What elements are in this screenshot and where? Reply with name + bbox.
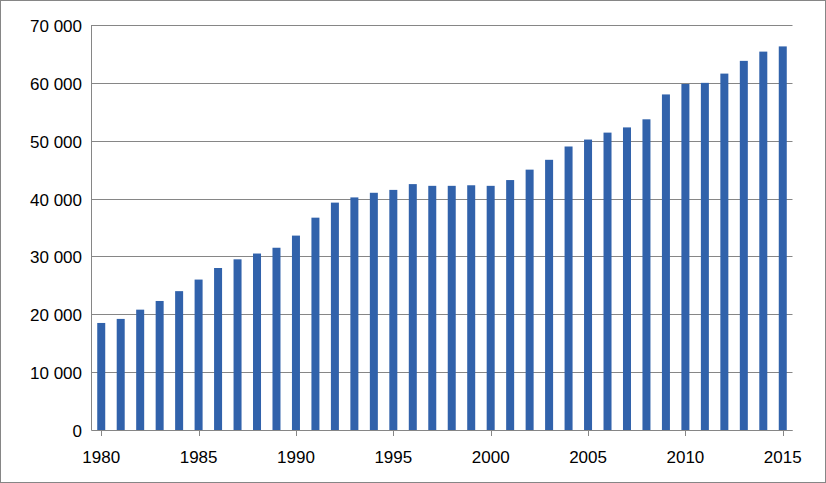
- bar: [565, 147, 573, 431]
- bar: [370, 193, 378, 430]
- x-tick-label: 2010: [666, 448, 704, 467]
- bar: [428, 186, 436, 430]
- x-tick-label: 2000: [472, 448, 510, 467]
- bar: [681, 84, 689, 430]
- x-tick-label: 1990: [277, 448, 315, 467]
- bar: [604, 133, 612, 430]
- bar: [448, 186, 456, 430]
- bar: [214, 268, 222, 430]
- bar: [740, 61, 748, 430]
- bar: [759, 52, 767, 430]
- x-tick: [296, 430, 297, 436]
- bar: [97, 323, 105, 430]
- bar: [467, 185, 475, 430]
- bar: [156, 301, 164, 430]
- bar: [350, 197, 358, 430]
- y-tick-label: 30 000: [30, 248, 82, 267]
- x-tick: [199, 430, 200, 436]
- x-tick-label: 1995: [374, 448, 412, 467]
- x-tick-label: 2005: [569, 448, 607, 467]
- chart-frame: [1, 1, 826, 483]
- y-tick-label: 10 000: [30, 364, 82, 383]
- y-axis-line: [91, 25, 92, 430]
- bar: [272, 248, 280, 430]
- y-tick-label: 50 000: [30, 133, 82, 152]
- grid-line: [92, 25, 793, 26]
- grid-line: [92, 83, 793, 84]
- x-tick: [101, 430, 102, 436]
- x-tick-label: 2015: [764, 448, 802, 467]
- bar: [487, 186, 495, 430]
- bar: [506, 180, 514, 430]
- x-tick: [588, 430, 589, 436]
- bar: [234, 259, 242, 430]
- bar: [195, 280, 203, 430]
- bar: [331, 203, 339, 430]
- bar: [662, 94, 670, 430]
- y-tick-label: 20 000: [30, 306, 82, 325]
- bar: [642, 119, 650, 430]
- x-tick-label: 1980: [82, 448, 120, 467]
- y-tick-label: 70 000: [30, 17, 82, 36]
- bar: [584, 140, 592, 430]
- bar: [779, 46, 787, 430]
- chart-container: 0 10 000 20 000 30 000 40 000 50 000 60 000 70 …: [0, 0, 826, 483]
- x-tick: [393, 430, 394, 436]
- x-tick-label: 1985: [180, 448, 218, 467]
- bars: [97, 46, 787, 430]
- bar: [545, 160, 553, 430]
- y-tick-label: 0: [73, 422, 82, 441]
- bar: [409, 184, 417, 430]
- bar: [136, 310, 144, 430]
- chart-svg: 0 10 000 20 000 30 000 40 000 50 000 60 000 70 …: [0, 0, 826, 483]
- bar: [175, 291, 183, 430]
- bar: [623, 127, 631, 430]
- x-tick: [491, 430, 492, 436]
- bar: [311, 218, 319, 430]
- bar: [720, 74, 728, 430]
- bar: [253, 254, 261, 430]
- bar: [292, 236, 300, 430]
- y-tick-label: 60 000: [30, 75, 82, 94]
- x-tick: [783, 430, 784, 436]
- bar: [389, 190, 397, 430]
- bar: [117, 319, 125, 430]
- bar: [526, 170, 534, 430]
- y-tick-label: 40 000: [30, 191, 82, 210]
- grid-line: [92, 430, 793, 431]
- x-axis-line: [92, 430, 793, 431]
- x-tick: [685, 430, 686, 436]
- bar: [701, 83, 709, 430]
